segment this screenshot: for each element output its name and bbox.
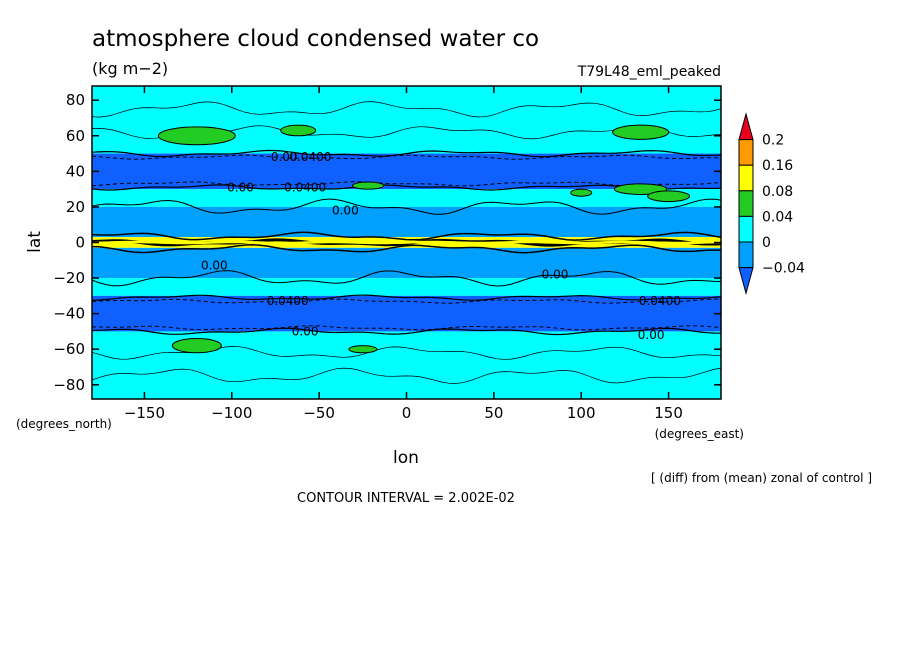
contour-label-6: 0.00: [542, 268, 569, 282]
x-tick-label: 150: [654, 404, 683, 422]
colorbar-swatch-3: [738, 190, 754, 217]
colorbar-swatch-1: [738, 139, 754, 166]
band-5: [92, 247, 721, 279]
colorbar: 0.2 0.16 0.08 0.04 0 −0.04: [738, 112, 805, 296]
contour-line-7: [91, 244, 721, 254]
band-2: [92, 189, 721, 207]
y-tick-label: −20: [53, 269, 85, 287]
positive-patch-5: [613, 183, 668, 195]
positive-patch-4: [612, 124, 670, 140]
y-tick-label: 20: [66, 198, 85, 216]
contour-lines: [91, 101, 722, 384]
contour-line-15: [91, 101, 722, 118]
colorbar-label: −0.04: [762, 261, 805, 277]
contour-line-9: [91, 294, 722, 301]
chart-title: atmosphere cloud condensed water co: [92, 26, 539, 52]
colorbar-arrow-top: [738, 112, 754, 141]
x-tick-label: −50: [303, 404, 335, 422]
contour-label-4: 0.00: [332, 203, 359, 217]
contour-line-5: [91, 231, 722, 241]
contour-line-8: [91, 270, 722, 287]
y-tick-label: −80: [53, 376, 85, 394]
equatorial-maximum: [91, 240, 722, 245]
contour-label-5: 0.00: [201, 259, 228, 273]
contour-label-10: 0.00: [638, 328, 665, 342]
contour-label-9: 0.0400: [639, 294, 681, 308]
chart-units: (kg m−2): [92, 59, 168, 78]
y-axis: 80 60 40 20 0 −20 −40 −60 −80: [53, 91, 721, 394]
positive-patch-2: [351, 181, 385, 190]
contour-line-1: [91, 154, 722, 160]
positive-patch-8: [570, 188, 593, 197]
contour-label-0: 0.00: [271, 150, 298, 164]
contour-line-4: [91, 198, 722, 215]
contour-line-2: [91, 184, 722, 191]
positive-patch-3: [171, 338, 222, 354]
contour-interval-label: CONTOUR INTERVAL = 2.002E-02: [297, 491, 515, 506]
colorbar-swatch-4: [738, 215, 754, 243]
x-units-label: (degrees_east): [655, 427, 744, 441]
colorbar-label: 0.08: [762, 184, 793, 200]
y-tick-label: −40: [53, 305, 85, 323]
x-tick-label: 0: [402, 404, 412, 422]
x-tick-label: −150: [124, 404, 165, 422]
band-3: [92, 206, 721, 238]
x-tick-label: 100: [567, 404, 596, 422]
contour-label-7: 0.0400: [267, 294, 309, 308]
plot-area: [92, 86, 721, 399]
y-tick-label: 60: [66, 127, 85, 145]
colorbar-swatch-2: [738, 164, 754, 192]
colorbar-label: 0.04: [762, 209, 793, 225]
band-1: [92, 153, 721, 190]
contour-label-1: 0.0400: [289, 150, 331, 164]
y-units-label: (degrees_north): [16, 417, 112, 431]
contour-label-3: 0.0400: [284, 180, 326, 194]
contour-label-8: 0.00: [292, 324, 319, 338]
positive-patch-1: [280, 124, 317, 137]
colorbar-arrow-bottom: [738, 267, 754, 296]
y-axis-label: lat: [25, 231, 45, 253]
colorbar-label: 0.2: [762, 133, 784, 149]
colorbar-swatch-5: [738, 241, 754, 269]
note-label: [ (diff) from (mean) zonal of control ]: [651, 471, 872, 485]
colorbar-label: 0: [762, 235, 771, 251]
y-tick-label: 80: [66, 91, 85, 109]
experiment-label: T79L48_eml_peaked: [577, 64, 721, 80]
colorbar-label: 0.16: [762, 158, 793, 174]
band-6: [92, 278, 721, 296]
y-tick-label: 0: [75, 234, 85, 252]
band-7: [92, 295, 721, 332]
x-tick-label: 50: [484, 404, 503, 422]
x-tick-label: −100: [211, 404, 252, 422]
contour-label-2: 0.00: [227, 180, 254, 194]
y-tick-label: −60: [53, 340, 85, 358]
contour-line-0: [91, 149, 722, 158]
positive-patch-7: [348, 345, 378, 354]
positive-patch-0: [157, 126, 236, 146]
x-axis: −150 −100 −50 0 50 100 150: [124, 86, 683, 422]
positive-patch-6: [647, 190, 691, 203]
y-tick-label: 40: [66, 162, 85, 180]
contour-line-12: [91, 327, 722, 336]
x-axis-label: lon: [393, 448, 419, 468]
contour-line-16: [91, 367, 722, 384]
